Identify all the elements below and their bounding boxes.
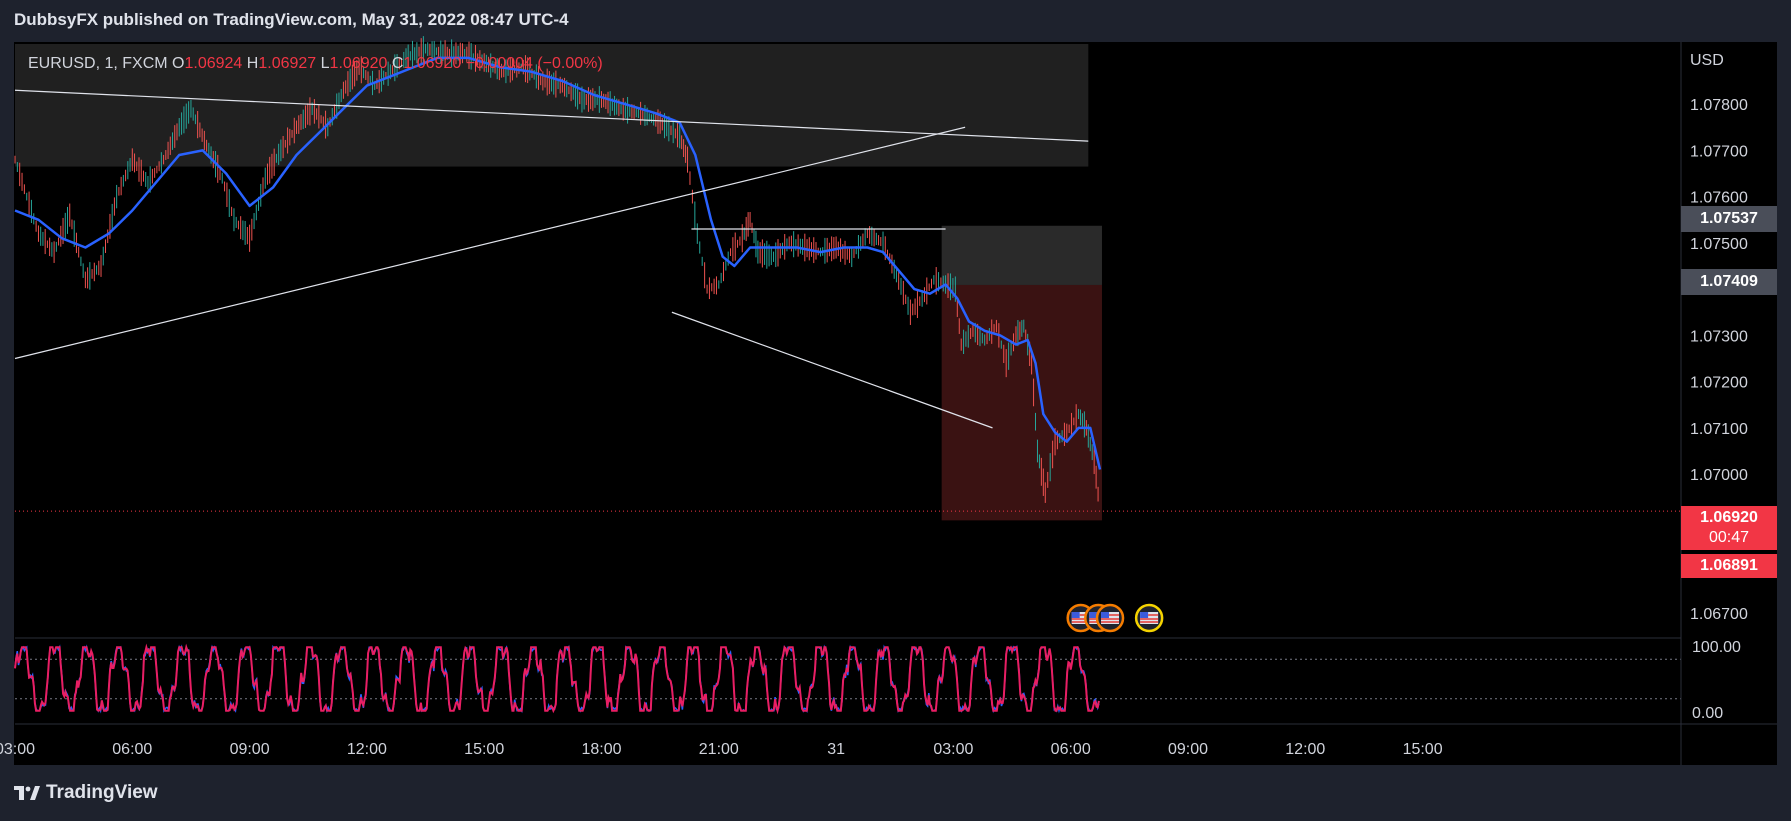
legend-open-label: O	[172, 55, 185, 72]
trendline-2	[14, 126, 966, 360]
time-tick-label: 31	[827, 741, 845, 758]
legend-open-value: 1.06924	[184, 55, 243, 72]
footer-brand-text: TradingView	[46, 782, 158, 803]
price-tick-label: 1.07000	[1690, 467, 1748, 484]
price-tick-label: 1.07300	[1690, 328, 1748, 345]
time-tick-label: 15:00	[1403, 741, 1443, 758]
trendline-3	[671, 311, 993, 429]
legend-close-label: C	[391, 55, 404, 72]
last-price-badge: 1.06920 00:47	[1681, 506, 1777, 550]
legend-high-value: 1.06927	[258, 55, 317, 72]
price-tick-label: 1.07200	[1690, 375, 1748, 392]
price-tick-label: 1.07600	[1690, 190, 1748, 207]
flag-canton-icon	[1071, 612, 1080, 618]
upper-level-badge: 1.07537	[1681, 206, 1777, 232]
publish-header: DubbsyFX published on TradingView.com, M…	[14, 10, 569, 29]
bar-countdown: 00:47	[1708, 529, 1750, 546]
bid-price-badge: 1.06891	[1681, 554, 1777, 578]
time-tick-label: 03:00	[933, 741, 973, 758]
time-tick-label: 12:00	[347, 741, 387, 758]
flag-canton-icon	[1140, 612, 1149, 618]
oscillator-main-line	[14, 643, 1100, 715]
lower-level-badge: 1.07409	[1681, 269, 1777, 295]
flag-canton-icon	[1101, 612, 1110, 618]
time-tick-label: 18:00	[581, 741, 621, 758]
price-axis-unit: USD	[1690, 52, 1724, 69]
price-tick-label: 1.07800	[1690, 97, 1748, 114]
price-tick-label: 1.07700	[1690, 143, 1748, 160]
price-tick-label: 1.07100	[1690, 421, 1748, 438]
time-tick-label: 09:00	[230, 741, 270, 758]
time-tick-label: 21:00	[699, 741, 739, 758]
moving-average-line	[14, 56, 1102, 470]
symbol-legend[interactable]: EURUSD, 1, FXCM O1.06924 H1.06927 L1.069…	[28, 55, 603, 73]
legend-change: −0.00004 (−0.00%)	[465, 55, 603, 72]
time-tick-label: 06:00	[112, 741, 152, 758]
time-tick-label: 06:00	[1051, 741, 1091, 758]
legend-low-value: 1.06920	[329, 55, 388, 72]
position-target-zone	[941, 225, 1102, 285]
trendline-1	[14, 89, 1089, 142]
tradingview-logo-icon	[14, 786, 40, 800]
price-tick-label: 1.07500	[1690, 236, 1748, 253]
legend-high-label: H	[246, 55, 259, 72]
legend-close-value: 1.06920	[403, 55, 462, 72]
flag-canton-icon	[1089, 612, 1098, 618]
oscillator-tick-label: 100.00	[1692, 639, 1741, 656]
oscillator-tick-label: 0.00	[1692, 705, 1723, 722]
time-tick-label: 15:00	[464, 741, 504, 758]
time-tick-label: 03:00	[0, 741, 35, 758]
range-box	[15, 44, 1089, 167]
legend-low-label: L	[320, 55, 330, 72]
price-tick-label: 1.06700	[1690, 606, 1748, 623]
last-price-value: 1.06920	[1700, 509, 1758, 526]
time-tick-label: 09:00	[1168, 741, 1208, 758]
legend-symbol: EURUSD, 1, FXCM	[28, 55, 168, 72]
tradingview-brand[interactable]: TradingView	[14, 782, 158, 804]
time-tick-label: 12:00	[1285, 741, 1325, 758]
